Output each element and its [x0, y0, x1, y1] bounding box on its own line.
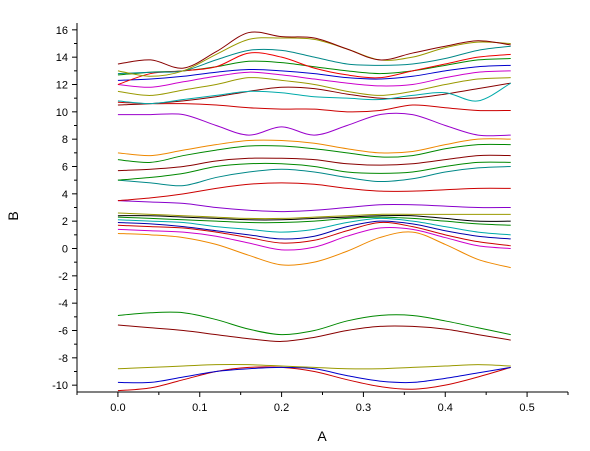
- series-line-7: [117, 227, 511, 251]
- series-line-25: [117, 77, 511, 96]
- series-line-8: [117, 221, 511, 247]
- series-line-2: [117, 366, 511, 384]
- series-line-16: [117, 166, 511, 187]
- series-line-19: [117, 143, 511, 163]
- y-tick-label: 14: [56, 52, 68, 64]
- series-line-20: [117, 138, 511, 157]
- series-line-24: [117, 82, 511, 105]
- y-tick-label: -4: [58, 298, 68, 310]
- series-line-26: [117, 70, 511, 88]
- y-axis-title: B: [5, 211, 21, 220]
- series-line-22: [117, 101, 511, 113]
- series-line-17: [117, 161, 511, 181]
- plot-area: 0.0 0.1 0.2 0.3 0.4 0.5 -10 -8 -6 -4 -2 0 2 4 6 8 10 12 1…: [52, 23, 569, 414]
- series-line-4: [117, 324, 511, 342]
- series-line-15: [117, 182, 511, 202]
- series-line-27: [117, 64, 511, 81]
- y-tick-label: 4: [62, 189, 68, 201]
- series-line-21: [117, 112, 511, 137]
- y-tick-label: 12: [56, 80, 68, 92]
- y-tick-label: 16: [56, 25, 68, 37]
- x-tick-label: 0.1: [192, 402, 207, 414]
- x-tick-label: 0.2: [274, 402, 289, 414]
- series-line-10: [117, 217, 511, 236]
- y-tick-label: 8: [62, 134, 68, 146]
- series-group: [117, 31, 511, 392]
- series-line-23: [117, 82, 511, 106]
- y-tick-label: 10: [56, 107, 68, 119]
- y-tick-label: -10: [52, 380, 68, 392]
- series-line-13: [117, 212, 511, 220]
- y-tick-label: -8: [58, 353, 68, 365]
- series-line-3: [117, 363, 511, 370]
- y-tick-label: -6: [58, 326, 68, 338]
- y-tick-label: 2: [62, 216, 68, 228]
- x-ticks: 0.0 0.1 0.2 0.3 0.4 0.5: [76, 392, 569, 414]
- y-tick-label: 0: [62, 244, 68, 256]
- y-ticks: -10 -8 -6 -4 -2 0 2 4 6 8 10 12 14 16: [52, 25, 77, 392]
- y-tick-label: 6: [62, 162, 68, 174]
- series-line-14: [117, 200, 511, 213]
- x-tick-label: 0.0: [110, 402, 125, 414]
- series-line-32: [117, 31, 511, 69]
- y-tick-label: -2: [58, 271, 68, 283]
- series-line-6: [117, 231, 511, 269]
- series-line-9: [117, 220, 511, 240]
- series-line-5: [117, 311, 511, 336]
- series-line-18: [117, 154, 511, 172]
- series-line-12: [117, 214, 511, 222]
- x-tick-label: 0.5: [519, 402, 534, 414]
- x-tick-label: 0.4: [438, 402, 453, 414]
- series-line-11: [117, 216, 511, 226]
- x-tick-label: 0.3: [356, 402, 371, 414]
- x-axis-title: A: [317, 428, 327, 444]
- series-line-1: [117, 366, 511, 392]
- series-line-31: [117, 37, 511, 77]
